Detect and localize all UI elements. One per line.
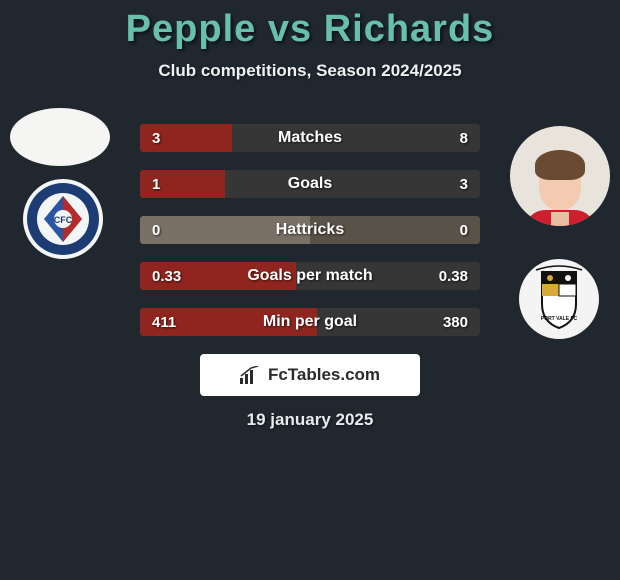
logo-text: FcTables.com — [268, 365, 380, 385]
stat-label: Goals per match — [140, 262, 480, 290]
player2-club-badge: PORT VALE FC — [518, 258, 600, 340]
stat-row: 0Hattricks0 — [140, 216, 480, 244]
stat-row: 3Matches8 — [140, 124, 480, 152]
stat-right-value: 380 — [443, 308, 468, 336]
fctables-logo[interactable]: FcTables.com — [200, 354, 420, 396]
player1-club-badge: CFC — [22, 178, 104, 260]
stat-row: 0.33Goals per match0.38 — [140, 262, 480, 290]
vs-text: vs — [268, 8, 312, 50]
stat-row: 411Min per goal380 — [140, 308, 480, 336]
comparison-title: Pepple vs Richards — [0, 0, 620, 51]
stat-right-value: 3 — [460, 170, 468, 198]
stat-label: Matches — [140, 124, 480, 152]
player2-name: Richards — [324, 8, 495, 50]
stat-right-value: 8 — [460, 124, 468, 152]
stat-label: Hattricks — [140, 216, 480, 244]
subtitle: Club competitions, Season 2024/2025 — [0, 61, 620, 81]
stat-label: Goals — [140, 170, 480, 198]
stats-container: 3Matches81Goals30Hattricks00.33Goals per… — [140, 124, 480, 354]
player1-name: Pepple — [126, 8, 257, 50]
stat-row: 1Goals3 — [140, 170, 480, 198]
stat-right-value: 0 — [460, 216, 468, 244]
stat-right-value: 0.38 — [439, 262, 468, 290]
stat-label: Min per goal — [140, 308, 480, 336]
player1-avatar — [10, 108, 110, 166]
svg-text:CFC: CFC — [54, 215, 73, 225]
snapshot-date: 19 january 2025 — [0, 410, 620, 430]
svg-text:PORT VALE FC: PORT VALE FC — [541, 316, 578, 322]
player2-avatar — [510, 126, 610, 226]
